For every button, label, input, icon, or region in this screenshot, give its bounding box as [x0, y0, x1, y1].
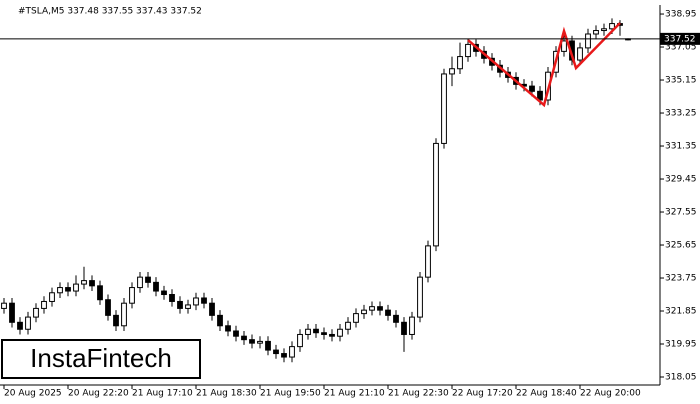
- candle-body: [585, 33, 591, 49]
- y-tick-label: 318.05: [665, 373, 697, 383]
- candle-body: [89, 280, 95, 287]
- candle-body: [305, 328, 311, 335]
- candle-body: [297, 333, 303, 348]
- candle-body: [281, 353, 287, 358]
- candle-body: [593, 30, 599, 35]
- candle-body: [129, 287, 135, 304]
- candle-body: [33, 307, 39, 318]
- x-tick-label: 21 Aug 18:30: [196, 389, 257, 399]
- candle-body: [457, 56, 463, 70]
- candle-body: [201, 297, 207, 304]
- candle-body: [441, 73, 447, 144]
- watermark: InstaFintech: [30, 343, 172, 373]
- candle-body: [345, 321, 351, 330]
- y-tick-label: 329.45: [665, 175, 697, 185]
- candle-body: [257, 340, 263, 344]
- candle-body: [385, 309, 391, 316]
- candle-body: [161, 290, 167, 296]
- price-tag-label: 337.52: [664, 34, 696, 44]
- candle-body: [217, 314, 223, 327]
- candle-body: [609, 23, 615, 30]
- candle-body: [265, 340, 271, 351]
- price-tag: [660, 32, 700, 45]
- candle-body: [233, 330, 239, 337]
- candle-body: [577, 47, 583, 61]
- candle-body: [193, 297, 199, 306]
- y-tick-label: 333.25: [665, 109, 697, 119]
- candle-body: [57, 287, 63, 294]
- candle-body: [65, 287, 71, 292]
- candle-body: [185, 304, 191, 309]
- y-tick-label: 337.05: [665, 43, 697, 53]
- x-tick-label: 22 Aug 20:00: [580, 389, 641, 399]
- candle-body: [25, 316, 31, 330]
- candle-body: [449, 68, 455, 75]
- x-tick-label: 21 Aug 22:30: [388, 389, 449, 399]
- x-tick-label: 20 Aug 2025: [4, 389, 62, 399]
- candle-body: [465, 43, 471, 58]
- candle-body: [121, 302, 127, 327]
- y-tick-label: 338.95: [665, 10, 697, 20]
- candle-body: [417, 276, 423, 318]
- candle-body: [113, 314, 119, 327]
- candle-body: [529, 85, 535, 92]
- candle-body: [105, 299, 111, 316]
- candle-body: [9, 302, 15, 323]
- y-tick-label: 335.15: [665, 76, 697, 86]
- pattern-line: [467, 22, 621, 108]
- x-tick-label: 21 Aug 21:10: [324, 389, 385, 399]
- candle-body: [273, 349, 279, 355]
- candle-body: [393, 314, 399, 323]
- candle-body: [601, 28, 607, 32]
- candle-body: [401, 321, 407, 335]
- candle-body: [249, 339, 255, 344]
- candle-body: [313, 328, 319, 334]
- candle-body: [329, 333, 335, 337]
- candle-body: [369, 306, 375, 311]
- candle-body: [409, 316, 415, 335]
- x-tick-label: 22 Aug 17:20: [452, 389, 513, 399]
- candle-body: [73, 283, 79, 292]
- y-tick-label: 327.55: [665, 208, 697, 218]
- candle-body: [225, 325, 231, 332]
- y-tick-label: 325.65: [665, 241, 697, 251]
- candle-body: [81, 280, 87, 285]
- y-tick-label: 331.35: [665, 142, 697, 152]
- x-tick-label: 22 Aug 18:40: [516, 389, 577, 399]
- y-tick-label: 323.75: [665, 274, 697, 284]
- y-tick-label: 319.95: [665, 340, 697, 350]
- candle-body: [289, 346, 295, 358]
- chart-title: #TSLA,M5 337.48 337.55 337.43 337.52: [18, 7, 202, 17]
- candle-body: [377, 306, 383, 311]
- candle-body: [145, 276, 151, 283]
- watermark-box: [1, 339, 201, 379]
- candle-body: [353, 313, 359, 323]
- candle-body: [97, 285, 103, 301]
- candle-body: [41, 300, 47, 309]
- candle-body: [177, 300, 183, 309]
- x-tick-label: 21 Aug 17:10: [132, 389, 193, 399]
- x-tick-label: 20 Aug 22:20: [68, 389, 129, 399]
- candle-body: [49, 292, 55, 302]
- candle-body: [153, 281, 159, 292]
- candle-body: [561, 40, 567, 52]
- x-tick-label: 21 Aug 19:50: [260, 389, 321, 399]
- candle-body: [337, 328, 343, 337]
- candle-body: [1, 302, 7, 309]
- candle-body: [209, 302, 215, 316]
- y-tick-label: 321.85: [665, 307, 697, 317]
- candle-body: [169, 294, 175, 302]
- candle-body: [241, 335, 247, 341]
- candle-body: [425, 245, 431, 278]
- candle-body: [433, 142, 439, 247]
- candle-body: [321, 332, 327, 335]
- candle-body: [361, 309, 367, 315]
- candle-body: [17, 321, 23, 330]
- candle-body: [137, 276, 143, 289]
